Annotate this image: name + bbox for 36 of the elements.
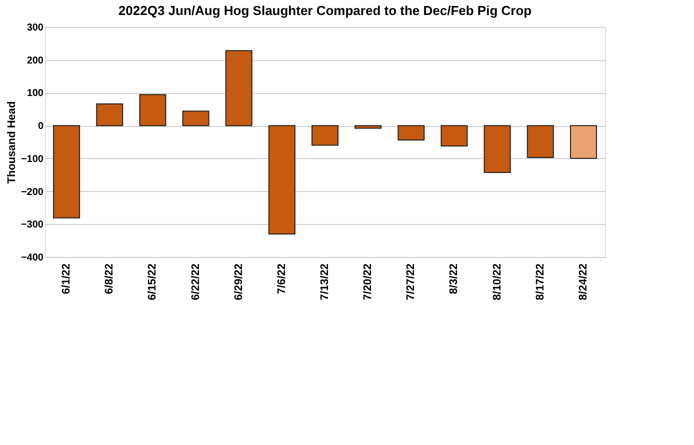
x-tick-label: 7/27/22 [405,264,418,300]
y-tick-label: −300 [20,220,44,231]
bar [182,110,210,126]
bar [53,125,80,218]
bar [570,125,597,159]
chart-title: 2022Q3 Jun/Aug Hog Slaughter Compared to the Dec/Feb Pig Crop [118,3,532,18]
y-tick-label: 300 [26,22,44,34]
y-axis-title: Thousand Head [6,101,18,184]
y-tick-label: 0 [38,121,44,132]
x-tick-label: 8/10/22 [491,264,504,300]
x-tick-label: 7/13/22 [319,264,331,300]
bar [139,94,166,126]
y-tick-label: 200 [26,55,44,66]
x-tick-label: 8/17/22 [534,264,546,300]
y-tick-label: 100 [26,88,44,100]
x-tick-label: 6/1/22 [60,264,73,294]
x-tick-label: 8/3/22 [448,264,460,294]
y-tick-label: −200 [20,186,44,198]
bar [526,125,554,158]
y-tick-label: −100 [20,154,44,165]
bar [268,125,296,234]
x-tick-label: 7/20/22 [362,264,374,300]
bar [312,125,338,146]
bar [440,125,468,146]
y-tick-label: −400 [20,252,44,264]
bar [96,103,124,126]
x-tick-label: 6/22/22 [190,264,202,300]
bar [398,125,425,141]
x-tick-label: 6/29/22 [232,264,245,300]
bar [354,125,382,129]
x-tick-label: 8/24/22 [577,264,590,300]
x-tick-label: 6/8/22 [104,264,116,294]
bar [225,50,252,126]
x-tick-label: 6/15/22 [146,264,159,300]
x-tick-label: 7/6/22 [276,264,288,294]
bar [484,125,511,174]
